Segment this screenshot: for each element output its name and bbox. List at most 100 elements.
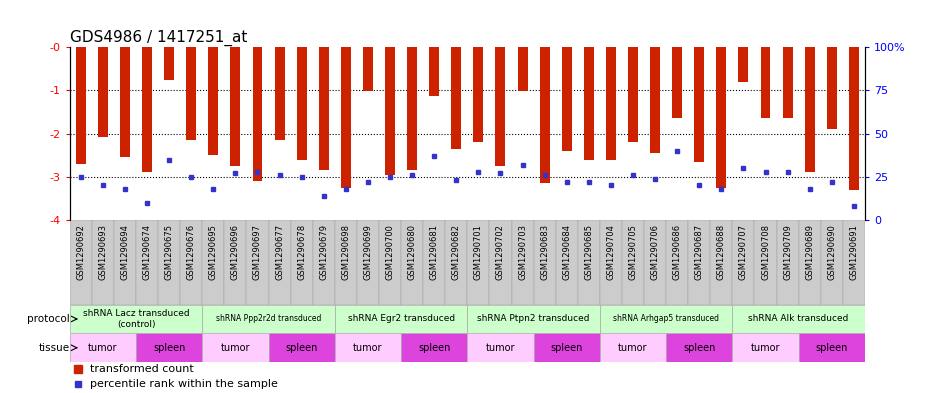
Text: GSM1290675: GSM1290675	[165, 224, 174, 280]
Text: GSM1290701: GSM1290701	[474, 224, 483, 280]
FancyBboxPatch shape	[92, 220, 113, 305]
Text: tissue: tissue	[39, 343, 70, 353]
Text: GSM1290695: GSM1290695	[209, 224, 218, 280]
FancyBboxPatch shape	[821, 220, 843, 305]
Bar	[584, 47, 593, 160]
Text: GSM1290679: GSM1290679	[319, 224, 328, 280]
Text: GSM1290687: GSM1290687	[695, 224, 704, 280]
FancyBboxPatch shape	[644, 220, 666, 305]
Text: GSM1290693: GSM1290693	[99, 224, 107, 280]
FancyBboxPatch shape	[711, 220, 733, 305]
Text: GSM1290707: GSM1290707	[739, 224, 748, 280]
Bar	[253, 47, 262, 181]
Text: GSM1290694: GSM1290694	[121, 224, 129, 280]
FancyBboxPatch shape	[70, 220, 92, 305]
Text: GSM1290696: GSM1290696	[231, 224, 240, 280]
FancyBboxPatch shape	[777, 220, 799, 305]
Bar	[496, 47, 505, 166]
FancyBboxPatch shape	[224, 220, 246, 305]
Text: GSM1290688: GSM1290688	[717, 224, 725, 280]
Text: spleen: spleen	[286, 343, 318, 353]
Text: shRNA Ptpn2 transduced: shRNA Ptpn2 transduced	[477, 314, 590, 323]
Bar	[70, 333, 136, 362]
Bar	[783, 47, 792, 118]
Bar	[274, 47, 285, 140]
Bar	[451, 47, 461, 149]
Bar	[70, 305, 203, 333]
Text: GSM1290699: GSM1290699	[364, 224, 372, 280]
Bar	[297, 47, 307, 160]
FancyBboxPatch shape	[312, 220, 335, 305]
Text: shRNA Lacz transduced
(control): shRNA Lacz transduced (control)	[83, 309, 190, 329]
Bar	[733, 305, 865, 333]
Text: GDS4986 / 1417251_at: GDS4986 / 1417251_at	[70, 29, 247, 46]
Text: GSM1290690: GSM1290690	[828, 224, 836, 280]
FancyBboxPatch shape	[622, 220, 644, 305]
FancyBboxPatch shape	[512, 220, 534, 305]
Text: GSM1290681: GSM1290681	[430, 224, 439, 280]
Text: GSM1290706: GSM1290706	[651, 224, 659, 280]
FancyBboxPatch shape	[799, 220, 821, 305]
Text: GSM1290683: GSM1290683	[540, 224, 549, 280]
Text: tumor: tumor	[618, 343, 647, 353]
FancyBboxPatch shape	[688, 220, 711, 305]
FancyBboxPatch shape	[600, 220, 622, 305]
Text: spleen: spleen	[816, 343, 848, 353]
FancyBboxPatch shape	[290, 220, 312, 305]
Text: transformed count: transformed count	[89, 364, 193, 374]
Text: spleen: spleen	[418, 343, 450, 353]
Text: tumor: tumor	[353, 343, 382, 353]
FancyBboxPatch shape	[468, 220, 489, 305]
Text: shRNA Arhgap5 transduced: shRNA Arhgap5 transduced	[613, 314, 719, 323]
Text: GSM1290708: GSM1290708	[761, 224, 770, 280]
Bar	[600, 333, 666, 362]
Bar	[319, 47, 328, 170]
Text: GSM1290704: GSM1290704	[606, 224, 616, 280]
FancyBboxPatch shape	[246, 220, 269, 305]
Bar	[827, 47, 837, 129]
Text: percentile rank within the sample: percentile rank within the sample	[89, 379, 277, 389]
Text: GSM1290682: GSM1290682	[452, 224, 460, 280]
Bar	[799, 333, 865, 362]
FancyBboxPatch shape	[754, 220, 777, 305]
FancyBboxPatch shape	[423, 220, 445, 305]
FancyBboxPatch shape	[158, 220, 180, 305]
Bar	[606, 47, 616, 160]
Bar	[186, 47, 196, 140]
Text: GSM1290677: GSM1290677	[275, 224, 284, 280]
FancyBboxPatch shape	[578, 220, 600, 305]
Bar	[804, 47, 815, 173]
Text: shRNA Ppp2r2d transduced: shRNA Ppp2r2d transduced	[216, 314, 321, 323]
Bar	[363, 47, 373, 91]
FancyBboxPatch shape	[733, 220, 754, 305]
FancyBboxPatch shape	[136, 220, 158, 305]
FancyBboxPatch shape	[489, 220, 512, 305]
Text: GSM1290697: GSM1290697	[253, 224, 262, 280]
Text: GSM1290676: GSM1290676	[187, 224, 195, 280]
Text: GSM1290700: GSM1290700	[386, 224, 394, 280]
Text: GSM1290705: GSM1290705	[629, 224, 637, 280]
Bar	[142, 47, 152, 173]
Bar	[401, 333, 467, 362]
Bar	[518, 47, 527, 91]
Bar	[203, 333, 269, 362]
Bar	[473, 47, 484, 142]
FancyBboxPatch shape	[401, 220, 423, 305]
Bar	[335, 333, 401, 362]
Text: GSM1290685: GSM1290685	[584, 224, 593, 280]
Bar	[208, 47, 219, 155]
Text: GSM1290686: GSM1290686	[672, 224, 682, 280]
FancyBboxPatch shape	[180, 220, 203, 305]
Bar	[628, 47, 638, 142]
FancyBboxPatch shape	[666, 220, 688, 305]
Bar	[341, 47, 351, 187]
Text: GSM1290674: GSM1290674	[142, 224, 152, 280]
Bar	[761, 47, 770, 118]
Bar	[136, 333, 203, 362]
FancyBboxPatch shape	[379, 220, 401, 305]
Bar	[716, 47, 726, 187]
Bar	[695, 47, 704, 162]
Bar	[165, 47, 174, 79]
Bar	[600, 305, 733, 333]
Text: shRNA Egr2 transduced: shRNA Egr2 transduced	[348, 314, 455, 323]
